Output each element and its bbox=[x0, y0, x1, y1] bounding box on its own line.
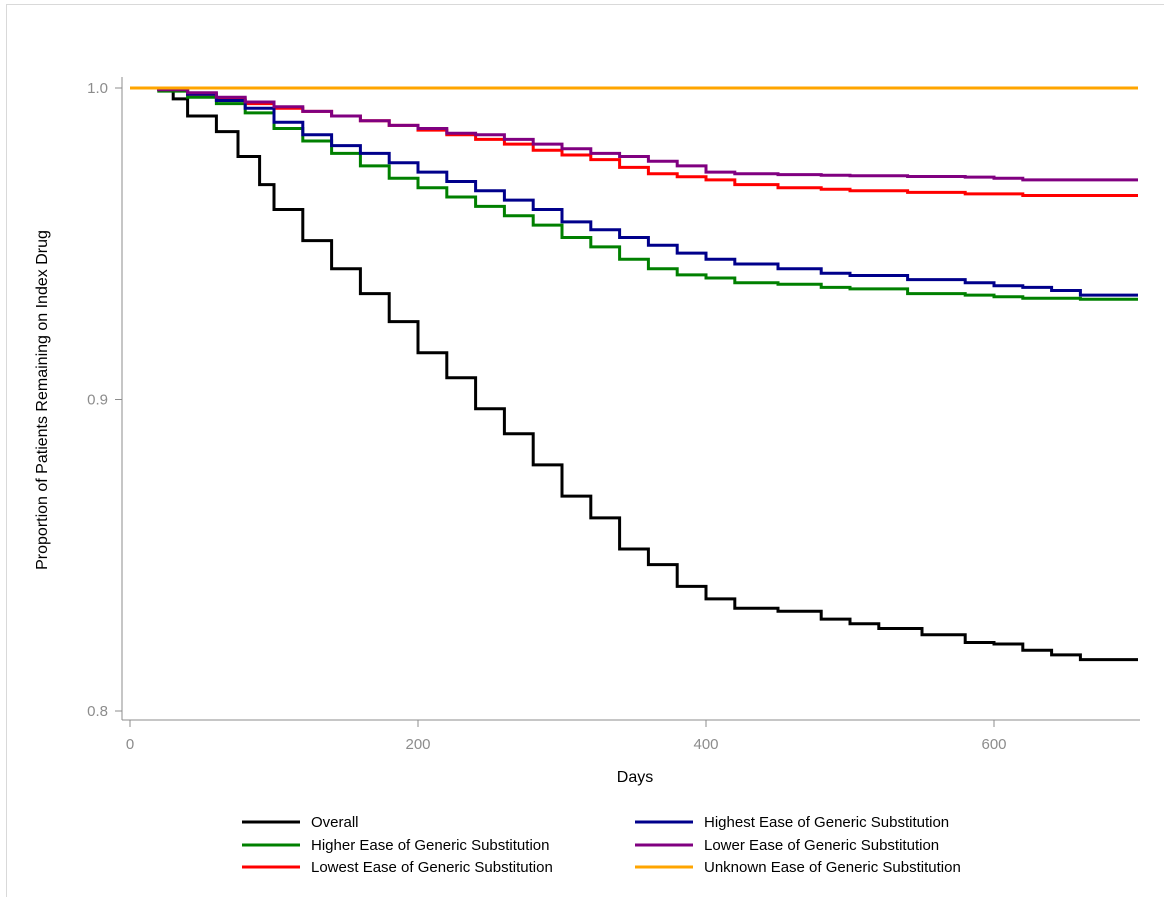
series-line-lower-ease-of-generic-substitution bbox=[130, 86, 1138, 182]
chart-frame bbox=[6, 4, 1164, 897]
series-line-lowest-ease-of-generic-substitution bbox=[130, 86, 1138, 197]
x-axis-title: Days bbox=[617, 769, 653, 786]
y-tick-label: 1.0 bbox=[87, 80, 108, 97]
series-lines bbox=[130, 86, 1138, 662]
legend-label-higher-ease-of-generic-substitution: Higher Ease of Generic Substitution bbox=[311, 837, 549, 854]
legend-label-unknown-ease-of-generic-substitution: Unknown Ease of Generic Substitution bbox=[704, 859, 961, 876]
x-tick-label: 200 bbox=[405, 736, 430, 753]
x-tick-label: 400 bbox=[693, 736, 718, 753]
y-axis-title: Proportion of Patients Remaining on Inde… bbox=[34, 230, 51, 570]
series-line-highest-ease-of-generic-substitution bbox=[130, 86, 1138, 297]
x-tick-label: 0 bbox=[126, 736, 134, 753]
legend-label-highest-ease-of-generic-substitution: Highest Ease of Generic Substitution bbox=[704, 814, 949, 831]
x-tick-label: 600 bbox=[981, 736, 1006, 753]
y-tick-label: 0.9 bbox=[87, 392, 108, 409]
x-ticks: 0 200 400 600 bbox=[126, 720, 1007, 753]
legend-label-lowest-ease-of-generic-substitution: Lowest Ease of Generic Substitution bbox=[311, 859, 553, 876]
legend: Overall Highest Ease of Generic Substitut… bbox=[242, 814, 961, 876]
y-ticks: 0.8 0.9 1.0 bbox=[87, 80, 122, 720]
axes: 0 200 400 600 0.8 0.9 1.0 Days Proportion of … bbox=[34, 77, 1140, 786]
legend-label-overall: Overall bbox=[311, 814, 359, 831]
series-line-overall bbox=[130, 86, 1138, 662]
legend-label-lower-ease-of-generic-substitution: Lower Ease of Generic Substitution bbox=[704, 837, 939, 854]
y-tick-label: 0.8 bbox=[87, 703, 108, 720]
series-line-higher-ease-of-generic-substitution bbox=[130, 86, 1138, 301]
